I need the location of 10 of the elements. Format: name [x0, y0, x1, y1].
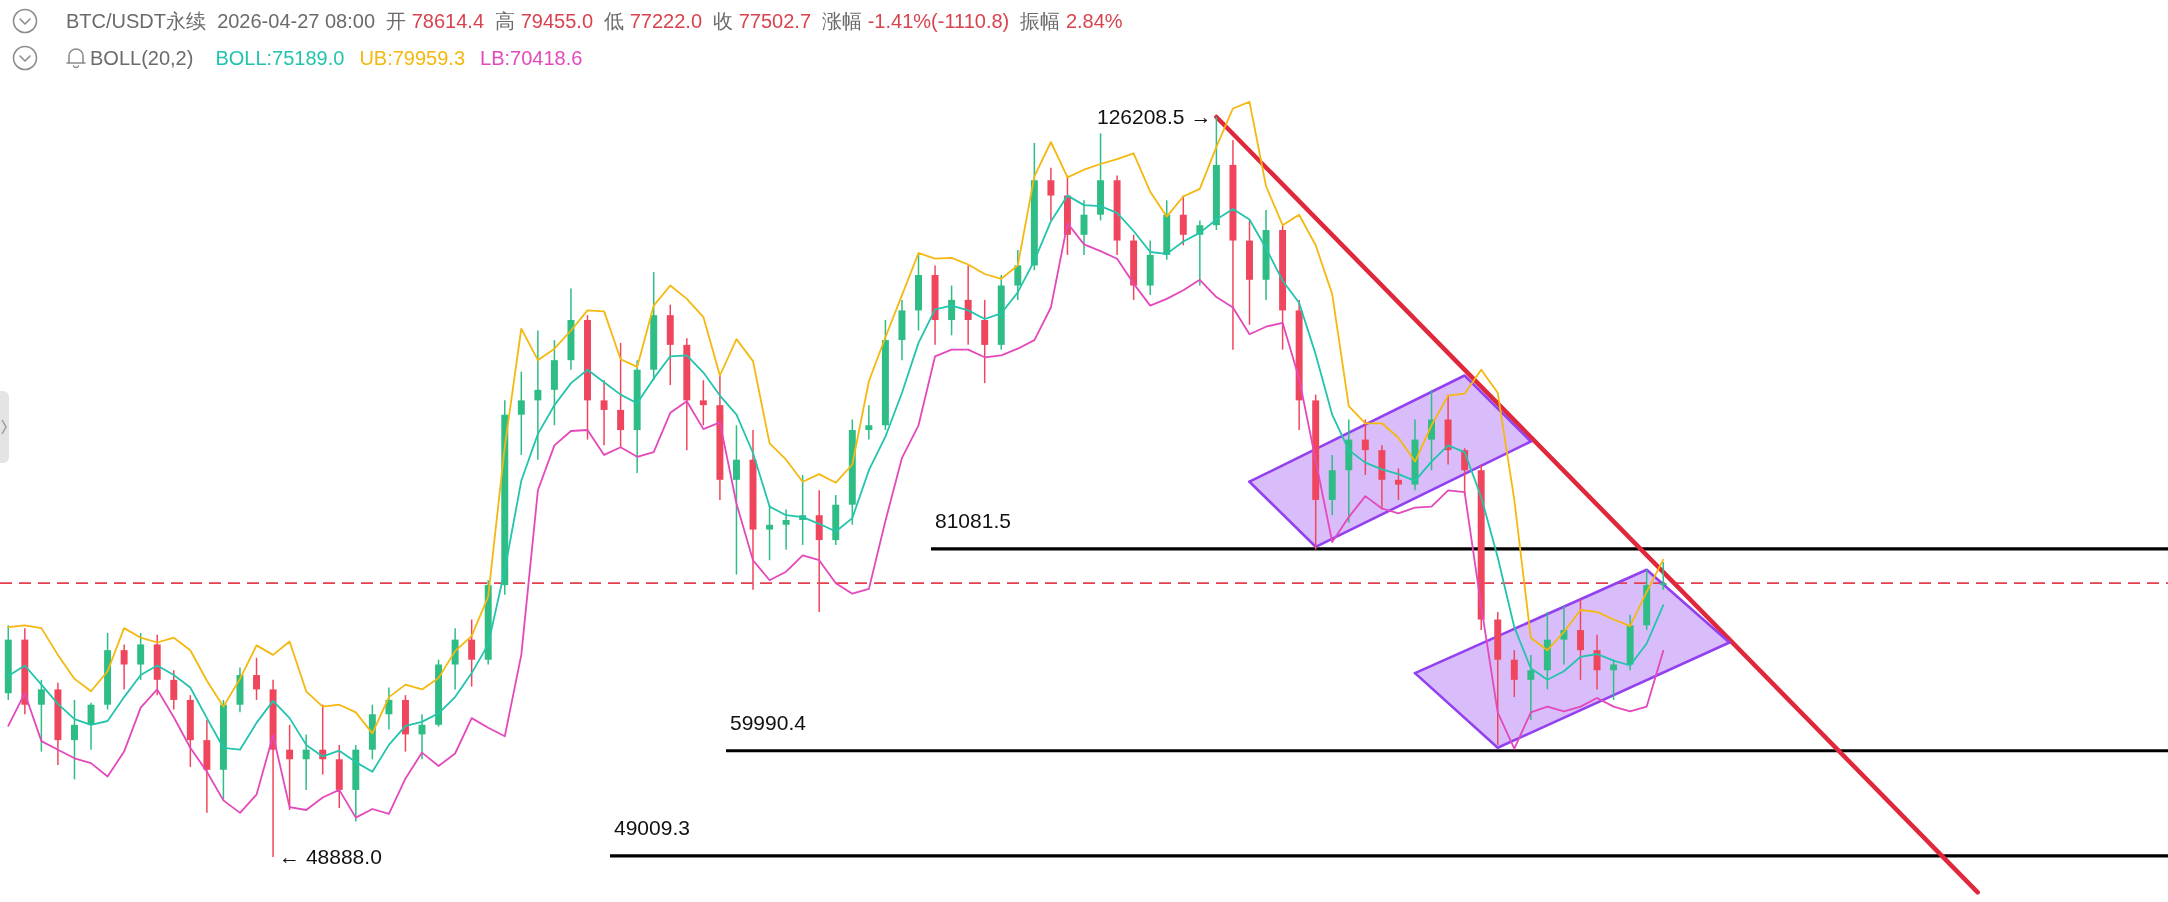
ref-line-label: 81081.5	[935, 508, 1011, 532]
chart-title: BTC/USDT永续 2026-04-27 08:00 开 78614.4 高 79455.0 低 77222.0 收 77502.7 涨幅 -1.41%(-1110.8) 振幅 2.84%	[66, 10, 1123, 32]
legend-title: BOLL(20,2)	[90, 47, 194, 69]
text: BOLL:75189.0	[215, 47, 345, 69]
annotation: ← 48888.0	[279, 845, 382, 868]
annotation: 126208.5 →	[1096, 105, 1212, 128]
text: UB:79959.3	[359, 47, 466, 69]
ref-line-label: 59990.4	[730, 710, 807, 734]
ref-line-label: 49009.3	[614, 815, 690, 839]
text: LB:70418.6	[480, 47, 583, 69]
